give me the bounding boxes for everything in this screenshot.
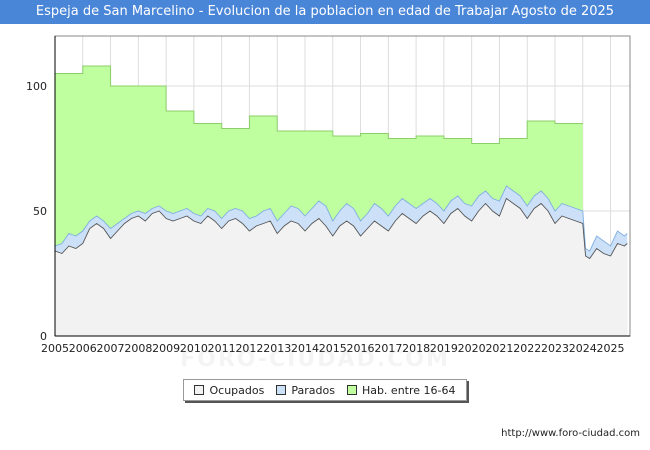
legend-label-ocupados: Ocupados bbox=[209, 383, 265, 397]
x-tick-label-2017: 2017 bbox=[374, 342, 402, 355]
legend-label-parados: Parados bbox=[291, 383, 335, 397]
x-tick-label-2011: 2011 bbox=[208, 342, 236, 355]
line-ocupados bbox=[54, 197, 628, 260]
x-tick-label-2020: 2020 bbox=[458, 342, 486, 355]
series-areas bbox=[54, 65, 628, 336]
x-tick-label-2023: 2023 bbox=[541, 342, 569, 355]
legend-item-parados: Parados bbox=[276, 384, 335, 397]
x-tick-label-2008: 2008 bbox=[124, 342, 152, 355]
legend-swatch-ocupados bbox=[194, 385, 205, 395]
x-tick-label-2006: 2006 bbox=[69, 342, 97, 355]
legend-label-hab: Hab. entre 16-64 bbox=[361, 383, 456, 397]
x-tick-label-2009: 2009 bbox=[152, 342, 180, 355]
area-ocupados bbox=[55, 198, 628, 336]
line-parados bbox=[54, 185, 628, 252]
footer-url: http://www.foro-ciudad.com bbox=[501, 428, 640, 439]
x-tick-label-2022: 2022 bbox=[513, 342, 541, 355]
legend-item-ocupados: Ocupados bbox=[194, 384, 264, 397]
chart-title: Espeja de San Marcelino - Evolucion de l… bbox=[0, 0, 650, 24]
x-tick-label-2013: 2013 bbox=[263, 342, 291, 355]
x-tick-label-2018: 2018 bbox=[402, 342, 430, 355]
line-hab-entre-16-64 bbox=[55, 65, 583, 144]
y-tick-label-100: 100 bbox=[26, 80, 47, 93]
x-tick-label-2014: 2014 bbox=[291, 342, 319, 355]
x-tick-label-2019: 2019 bbox=[430, 342, 458, 355]
x-tick-label-2012: 2012 bbox=[235, 342, 263, 355]
x-tick-label-2007: 2007 bbox=[97, 342, 125, 355]
x-tick-label-2010: 2010 bbox=[180, 342, 208, 355]
x-tick-label-2021: 2021 bbox=[485, 342, 513, 355]
y-tick-label-50: 50 bbox=[33, 205, 47, 218]
y-tick-label-0: 0 bbox=[40, 330, 47, 343]
x-tick-label-2025: 2025 bbox=[597, 342, 625, 355]
legend: Ocupados Parados Hab. entre 16-64 bbox=[183, 379, 467, 401]
legend-item-hab: Hab. entre 16-64 bbox=[346, 383, 456, 397]
x-tick-label-2016: 2016 bbox=[347, 342, 375, 355]
watermark: FORO-CIUDAD.COM bbox=[180, 347, 450, 372]
x-tick-label-2005: 2005 bbox=[41, 342, 69, 355]
x-tick-label-2015: 2015 bbox=[319, 342, 347, 355]
legend-swatch-parados bbox=[276, 385, 287, 395]
x-tick-label-2024: 2024 bbox=[569, 342, 597, 355]
legend-swatch-hab bbox=[346, 385, 357, 395]
